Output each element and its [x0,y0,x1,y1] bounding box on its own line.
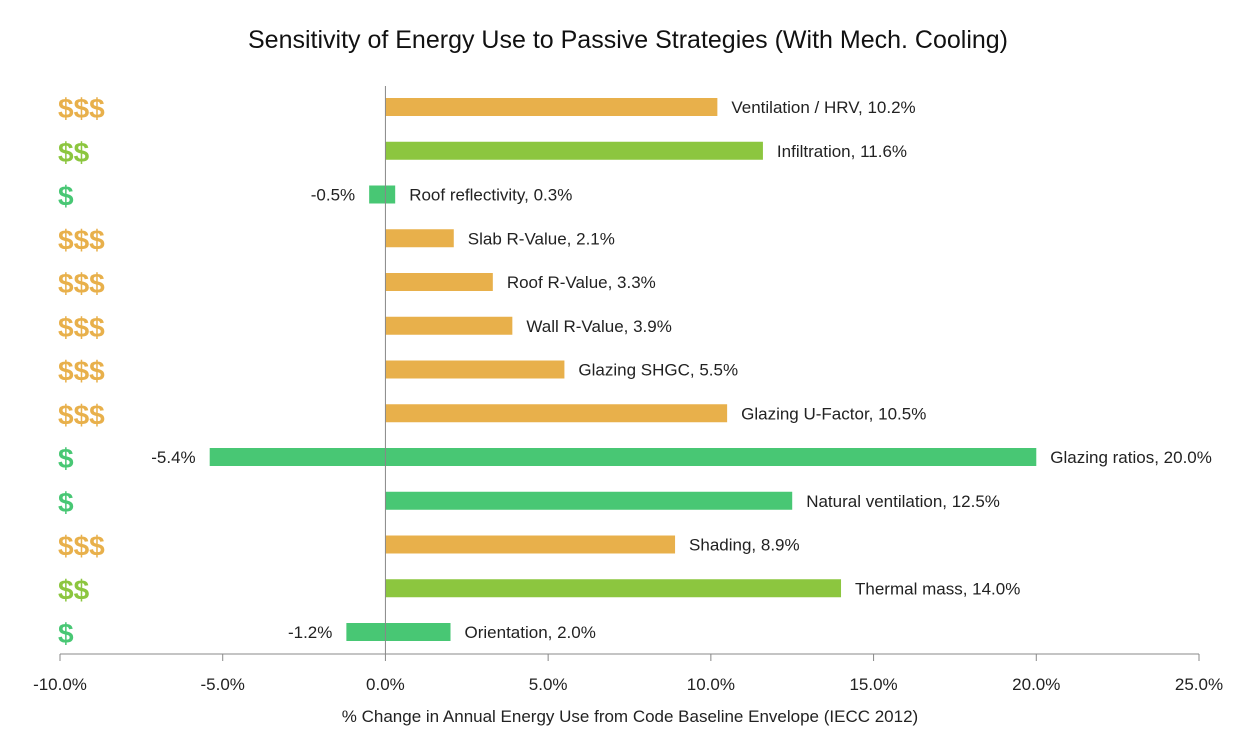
cost-indicator-glazing-u-factor: $$$ [58,399,105,430]
bar-label-slab-r-value: Slab R-Value, 2.1% [468,229,615,248]
bar-thermal-mass [385,579,842,598]
bar-orientation [346,623,451,641]
cost-indicator-glazing-shgc: $$$ [58,356,105,387]
x-axis: -10.0% -5.0% 0.0% 5.0% 10.0% 15.0% 20.0% 25.0% [33,86,1223,694]
x-tick-label: -10.0% [33,675,87,694]
cost-indicator-thermal-mass: $$ [58,574,90,605]
cost-indicator-infiltration: $$ [58,137,90,168]
bar-roof-r-value [385,273,493,291]
bar-slab-r-value [385,229,454,248]
x-tick-label: 20.0% [1012,675,1060,694]
bar-label-roof-r-value: Roof R-Value, 3.3% [507,273,656,292]
x-axis-label: % Change in Annual Energy Use from Code … [342,707,918,726]
cost-indicator-natural-ventilation: $ [58,487,74,518]
neg-label-roof-reflectivity: -0.5% [311,186,355,205]
cost-indicator-glazing-ratios: $ [58,443,74,474]
cost-indicator-ventilation-hrv: $$$ [58,93,105,124]
cost-indicator-roof-r-value: $$$ [58,268,105,299]
bar-wall-r-value [385,316,513,335]
bar-glazing-ratios [209,448,1037,466]
bar-glazing-u-factor [385,404,728,423]
bar-label-roof-reflectivity: Roof reflectivity, 0.3% [409,186,572,205]
bar-label-glazing-ratios: Glazing ratios, 20.0% [1050,448,1212,467]
bars-layer: $$$ Ventilation / HRV, 10.2%$$ Infiltratio… [58,93,1212,649]
bar-natural-ventilation [385,491,793,510]
bar-infiltration [385,141,763,160]
bar-roof-reflectivity [369,185,396,204]
x-tick-label: 15.0% [849,675,897,694]
x-tick-label: 0.0% [366,675,405,694]
bar-label-glazing-u-factor: Glazing U-Factor, 10.5% [741,404,926,423]
neg-label-glazing-ratios: -5.4% [151,448,195,467]
cost-indicator-slab-r-value: $$$ [58,224,105,255]
bar-label-glazing-shgc: Glazing SHGC, 5.5% [578,361,738,380]
x-tick-label: 25.0% [1175,675,1223,694]
bar-label-shading: Shading, 8.9% [689,536,800,555]
bar-label-wall-r-value: Wall R-Value, 3.9% [526,317,672,336]
bar-label-infiltration: Infiltration, 11.6% [777,142,907,161]
cost-indicator-orientation: $ [58,618,74,649]
bar-ventilation-hrv [385,98,718,116]
bar-label-thermal-mass: Thermal mass, 14.0% [855,579,1020,598]
x-tick-label: 5.0% [529,675,568,694]
bar-label-ventilation-hrv: Ventilation / HRV, 10.2% [731,98,915,117]
neg-label-orientation: -1.2% [288,623,332,642]
bar-shading [385,535,676,554]
bar-glazing-shgc [385,360,565,379]
bar-label-orientation: Orientation, 2.0% [465,623,596,642]
cost-indicator-wall-r-value: $$$ [58,312,105,343]
x-tick-label: 10.0% [687,675,735,694]
cost-indicator-roof-reflectivity: $ [58,181,74,212]
x-tick-label: -5.0% [201,675,245,694]
bar-label-natural-ventilation: Natural ventilation, 12.5% [806,492,1000,511]
cost-indicator-shading: $$$ [58,531,105,562]
chart-title: Sensitivity of Energy Use to Passive Str… [247,26,1009,54]
